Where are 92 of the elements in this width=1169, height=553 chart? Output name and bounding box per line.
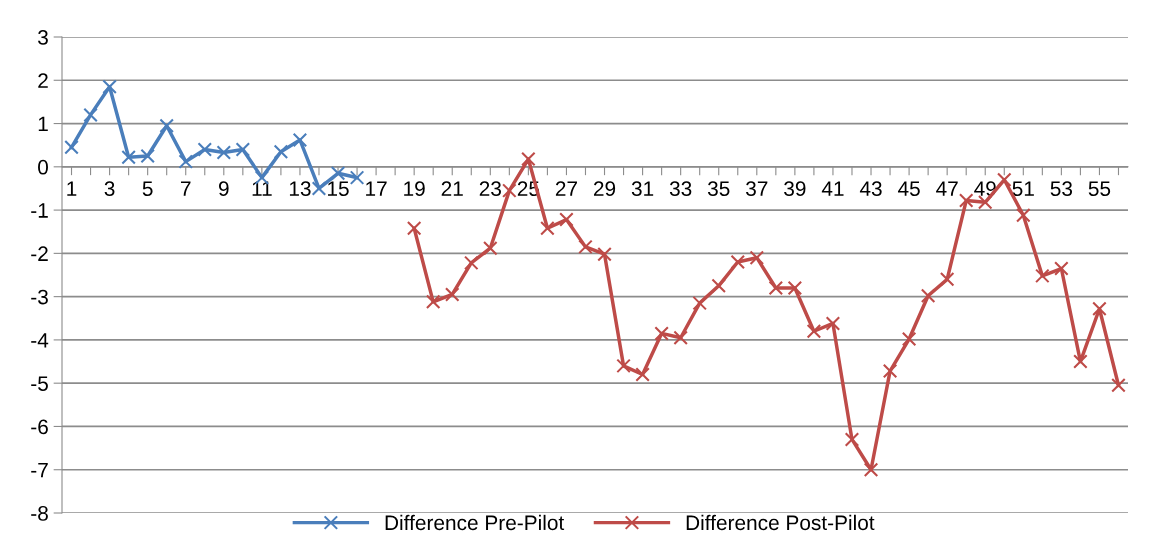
point (977, 195, 993, 210)
point (1111, 378, 1126, 393)
x-tick-label: 5 (142, 181, 153, 197)
point (64, 140, 79, 155)
point (806, 323, 822, 339)
point (654, 326, 669, 341)
point (140, 148, 155, 164)
point (711, 278, 727, 294)
x-tick-label: 1 (67, 181, 77, 196)
point (597, 246, 612, 262)
point (292, 132, 308, 148)
x-tick-label: 15 (328, 181, 349, 197)
point (825, 316, 841, 331)
point (1073, 354, 1088, 369)
y-tick-label: -1 (31, 203, 48, 218)
y-tick-label: -2 (31, 246, 48, 261)
x-tick-label: 47 (936, 181, 958, 196)
y-tick-label: 3 (38, 30, 48, 45)
y-tick-label: 1 (38, 116, 48, 132)
point (768, 280, 784, 296)
point (996, 172, 1012, 188)
point (958, 193, 974, 208)
point (616, 358, 631, 374)
point (330, 166, 346, 181)
x-tick-label: 3 (104, 181, 115, 197)
point (920, 288, 936, 304)
point (444, 287, 460, 302)
point (901, 331, 917, 347)
y-tick-label: -7 (31, 462, 48, 478)
point (1092, 301, 1107, 317)
y-tick-label: 2 (38, 73, 48, 88)
legend-label: Difference Post-Pilot (686, 514, 875, 531)
x-tick-label: 29 (593, 181, 616, 197)
point (635, 367, 650, 382)
point (1054, 261, 1069, 276)
point (521, 151, 536, 167)
point (216, 145, 232, 160)
x-tick-label: 23 (479, 181, 501, 197)
x-tick-label: 19 (404, 181, 425, 197)
y-tick-label: -8 (31, 506, 48, 521)
point (235, 142, 251, 157)
x-tick-label: 35 (707, 181, 730, 197)
x-tick-label: 17 (366, 181, 387, 196)
x-tick-label: 55 (1088, 181, 1111, 197)
point (502, 183, 517, 198)
point (882, 363, 898, 379)
x-tick-label: 53 (1050, 181, 1073, 197)
point (730, 254, 746, 270)
point (749, 250, 765, 265)
x-tick-label: 37 (746, 181, 768, 197)
x-tick-label: 27 (555, 181, 577, 196)
point (863, 462, 879, 478)
point (178, 154, 194, 169)
x-tick-label: 13 (289, 181, 311, 197)
x-tick-label: 39 (784, 181, 806, 197)
point (349, 170, 365, 185)
legend-label: Difference Pre-Pilot (385, 514, 565, 531)
point (939, 272, 955, 287)
point (844, 432, 860, 447)
point (1035, 268, 1050, 284)
x-tick-label: 33 (669, 181, 692, 197)
x-tick-label: 9 (218, 181, 229, 197)
point (273, 144, 289, 159)
point (102, 79, 117, 95)
x-tick-label: 43 (859, 181, 882, 197)
point (578, 239, 593, 255)
point (121, 150, 136, 165)
point (425, 294, 441, 310)
y-tick-label: 0 (38, 159, 48, 175)
y-tick-label: -5 (31, 376, 48, 391)
point (483, 240, 498, 256)
point (463, 255, 479, 271)
point (559, 212, 574, 227)
x-tick-label: 7 (181, 181, 191, 196)
point (159, 118, 174, 133)
x-tick-label: 31 (631, 181, 654, 197)
x-tick-label: 45 (897, 181, 920, 197)
y-tick-label: -3 (31, 289, 48, 305)
point (83, 107, 98, 123)
y-tick-label: -4 (31, 333, 49, 348)
point (1016, 207, 1031, 223)
x-tick-label: 51 (1012, 181, 1034, 197)
x-tick-label: 41 (821, 181, 844, 196)
y-tick-label: -6 (31, 419, 48, 435)
point (787, 280, 803, 296)
point (540, 220, 555, 236)
point (311, 181, 327, 196)
point (673, 330, 688, 346)
point (197, 142, 213, 157)
point (692, 295, 707, 311)
point (406, 220, 422, 236)
x-tick-label: 21 (441, 181, 463, 196)
